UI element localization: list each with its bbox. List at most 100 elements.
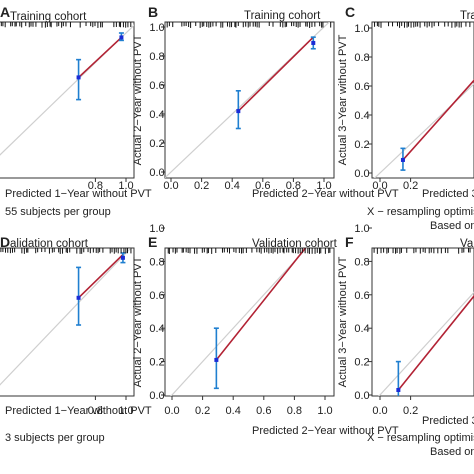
panel-c: 0.0 0.2 0.0 0.2 0.4 0.6 0.8 1.0 Training c C Predi… [337, 4, 474, 232]
y-tick-label: 0.4 [149, 323, 164, 335]
x-axis-label: Predicted 2−Year without PVT [252, 425, 399, 437]
x-tick-label: 0.8 [88, 405, 103, 417]
panel-letter: D [0, 234, 10, 250]
plot-area [170, 248, 308, 396]
plot-area [373, 79, 474, 178]
x-axis-label: Predicted 3− [422, 188, 474, 200]
x-tick-label: 0.0 [163, 180, 178, 192]
plot-area [0, 248, 132, 386]
plot-area [0, 24, 134, 156]
panel-title: Training c [460, 10, 474, 22]
y-tick-label: 0.2 [149, 138, 164, 150]
x-tick-label: 0.8 [286, 180, 301, 192]
x-axis-label: Predicted 1−Year without PVT [5, 188, 152, 200]
data-point [119, 35, 124, 40]
y-tick-label: 0.0 [149, 167, 164, 179]
x-tick-label: 0.8 [88, 180, 103, 192]
x-tick-label: 0.2 [194, 180, 209, 192]
panel-letter: B [148, 4, 158, 20]
panel-title: alidation cohort [10, 238, 89, 250]
footnote: X − resampling optimis [367, 432, 474, 444]
data-point [76, 75, 81, 80]
plot-frame [0, 247, 135, 397]
y-axis-label: Actual 3−Year without PVT [337, 256, 349, 387]
calibration-line [78, 36, 122, 78]
x-axis-label: Predicted 2−Year without PVT [252, 188, 399, 200]
x-tick-label: 0.0 [164, 405, 179, 417]
plot-frame [0, 21, 135, 179]
panel-f: 0.0 0.2 0.0 0.2 0.4 0.6 0.8 1.0 Validation F Predi… [337, 223, 474, 458]
x-tick-label: 1.0 [316, 180, 331, 192]
y-tick-label: 0.8 [354, 256, 369, 268]
panel-letter: A [0, 4, 10, 20]
calibration-line [237, 36, 314, 112]
panel-title: Validation cohort [252, 238, 338, 250]
y-tick-label: 0.6 [149, 80, 164, 92]
x-tick-label: 0.2 [403, 405, 418, 417]
y-tick-label: 0.4 [354, 110, 369, 122]
y-tick-label: 0.0 [149, 390, 164, 402]
x-tick-label: 0.0 [372, 180, 387, 192]
x-tick-label: 1.0 [118, 180, 133, 192]
y-tick-label: 1.0 [354, 223, 369, 235]
y-tick-label: 1.0 [149, 223, 164, 235]
y-axis-label: Actual 3−Year without PVT [337, 34, 349, 165]
footnote: 3 subjects per group [5, 432, 105, 444]
x-axis-label: Predicted 1−Year without PVT [5, 405, 152, 417]
panel-b: 0.0 0.2 0.4 0.6 0.8 1.0 0.0 0.2 0.4 0.6 0.8 1.0 Trai… [132, 4, 399, 200]
plot-frame [164, 21, 335, 179]
y-axis-label: Actual 2−Year without PVT [132, 256, 144, 387]
y-tick-label: 0.2 [354, 357, 369, 369]
x-axis-label: Predicted 3− [422, 415, 474, 427]
x-tick-label: 0.0 [372, 405, 387, 417]
plot-frame [371, 21, 474, 179]
panel-title: Training cohort [10, 11, 87, 23]
plot-area [378, 291, 474, 396]
calibration-line [402, 79, 474, 161]
ideal-line [170, 248, 308, 396]
panel-letter: E [148, 234, 157, 250]
footnote: 55 subjects per group [5, 206, 111, 218]
footnote: X − resampling optimis [367, 206, 474, 218]
x-tick-label: 0.6 [256, 405, 271, 417]
panel-letter: C [345, 4, 355, 20]
panel-e: 0.0 0.2 0.4 0.6 0.8 1.0 0.0 0.2 0.4 0.6 0.8 1.0 Vali… [132, 223, 399, 437]
calibration-line [78, 254, 124, 299]
footnote-2: Based on o [430, 446, 474, 458]
x-tick-label: 0.8 [287, 405, 302, 417]
plot-area [165, 22, 331, 178]
y-tick-label: 0.2 [149, 357, 164, 369]
calibration-line [215, 248, 307, 361]
data-point [400, 157, 405, 162]
y-tick-label: 0.4 [149, 109, 164, 121]
y-tick-label: 0.8 [149, 256, 164, 268]
data-point [311, 40, 316, 45]
x-tick-label: 1.0 [118, 405, 133, 417]
panel-letter: F [345, 234, 354, 250]
x-tick-label: 0.4 [226, 405, 241, 417]
y-tick-label: 0.6 [354, 290, 369, 302]
y-axis-label: Actual 2−Year without PVT [132, 34, 144, 165]
y-tick-label: 1.0 [149, 22, 164, 34]
y-tick-label: 0.6 [149, 290, 164, 302]
x-tick-label: 0.2 [195, 405, 210, 417]
x-tick-label: 0.4 [225, 180, 240, 192]
data-point [120, 255, 125, 260]
data-point [214, 357, 219, 362]
y-tick-label: 0.6 [354, 81, 369, 93]
data-point [236, 109, 241, 114]
ideal-line [0, 248, 132, 386]
y-tick-label: 0.2 [354, 139, 369, 151]
y-tick-label: 1.0 [354, 23, 369, 35]
data-point [396, 387, 401, 392]
panel-title: Training cohort [244, 10, 321, 22]
y-tick-label: 0.4 [354, 323, 369, 335]
panel-title: Validation [460, 238, 474, 250]
calibration-line [397, 294, 474, 391]
y-tick-label: 0.8 [149, 51, 164, 63]
plot-frame [164, 247, 335, 397]
x-tick-label: 0.2 [403, 180, 418, 192]
